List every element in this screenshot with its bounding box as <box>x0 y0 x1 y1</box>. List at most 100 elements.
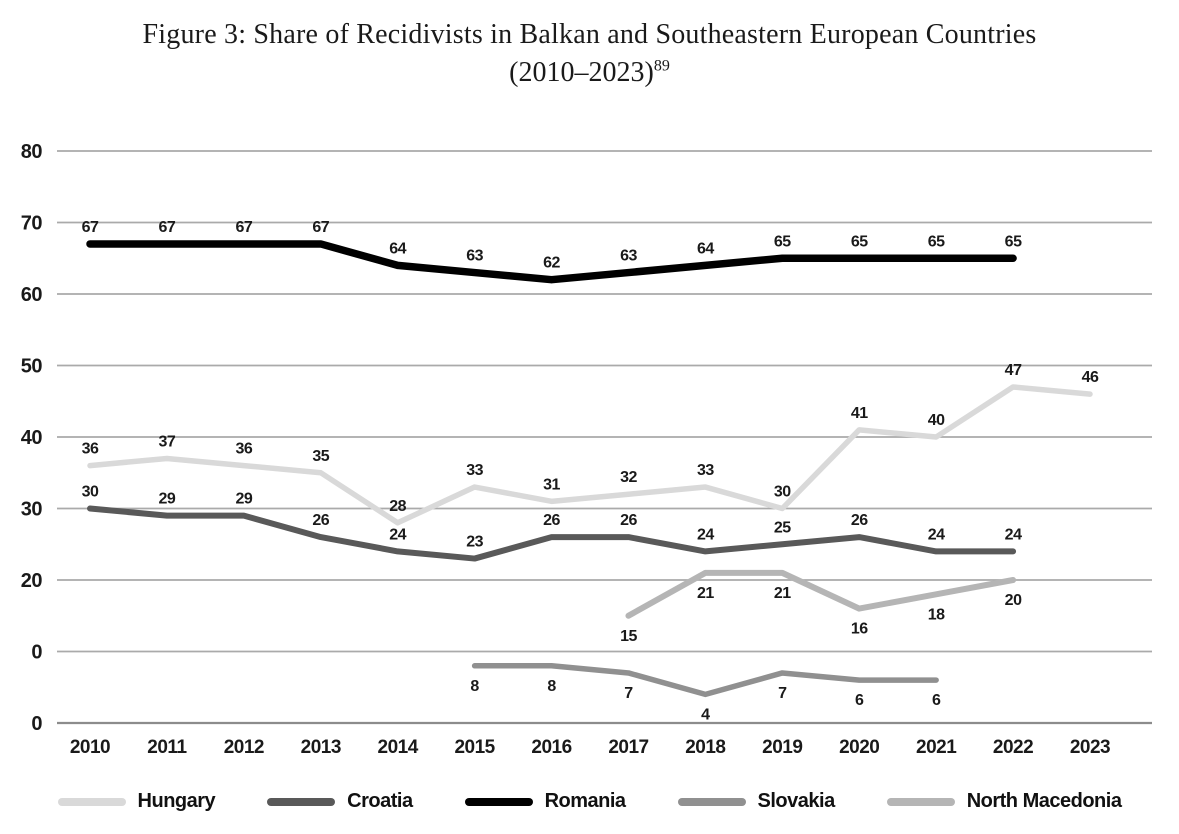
y-tick-label: 40 <box>21 427 43 449</box>
slovakia-legend-label: Slovakia <box>757 790 836 812</box>
y-gridlines <box>57 150 1152 725</box>
footnote-marker: 89 <box>653 57 670 75</box>
data-label-north-macedonia: 15 <box>620 628 637 645</box>
data-label-north-macedonia: 18 <box>928 606 945 623</box>
data-label-romania: 65 <box>928 233 945 250</box>
x-tick-label: 2011 <box>147 737 187 758</box>
chart-title-line1: Figure 3: Share of Recidivists in Balkan… <box>142 19 1037 50</box>
x-tick-label: 2015 <box>454 737 495 758</box>
data-label-hungary: 41 <box>851 405 868 422</box>
data-label-romania: 63 <box>466 248 483 265</box>
data-label-hungary: 30 <box>774 484 791 501</box>
y-tick-label: 0 <box>31 713 42 735</box>
x-tick-label: 2022 <box>993 737 1033 758</box>
data-label-north-macedonia: 21 <box>774 585 791 602</box>
legend-item-north-macedonia: North Macedonia <box>886 790 1122 813</box>
chart-title-line2: (2010–2023)89 <box>0 54 1179 92</box>
data-label-croatia: 23 <box>466 534 483 551</box>
north-macedonia-legend-swatch <box>886 797 955 806</box>
data-label-slovakia: 6 <box>932 692 941 709</box>
y-tick-label: 70 <box>21 213 43 235</box>
data-label-romania: 65 <box>851 233 868 250</box>
hungary-legend-label: Hungary <box>137 790 216 812</box>
data-label-hungary: 46 <box>1082 369 1099 386</box>
y-tick-label: 20 <box>21 570 43 592</box>
data-label-romania: 67 <box>159 219 176 236</box>
series-line-romania <box>86 240 1017 284</box>
data-label-hungary: 47 <box>1005 362 1022 379</box>
y-tick-label: 80 <box>21 141 43 163</box>
data-label-north-macedonia: 16 <box>851 621 868 638</box>
data-label-romania: 63 <box>620 248 637 265</box>
x-tick-label: 2017 <box>608 737 648 758</box>
y-tick-label: 30 <box>21 499 43 521</box>
data-label-romania: 67 <box>82 219 99 236</box>
data-label-hungary: 33 <box>697 462 714 479</box>
hungary-legend-swatch <box>57 797 126 806</box>
data-label-slovakia: 4 <box>701 706 710 723</box>
north-macedonia-legend-label: North Macedonia <box>966 790 1122 812</box>
y-tick-label: 60 <box>21 284 43 306</box>
data-label-croatia: 24 <box>928 526 945 543</box>
data-label-croatia: 29 <box>235 491 252 508</box>
data-label-hungary: 40 <box>928 412 945 429</box>
croatia-legend-swatch <box>267 797 336 806</box>
y-tick-label: 0 <box>31 642 42 664</box>
data-label-hungary: 36 <box>82 441 99 458</box>
x-tick-label: 2021 <box>916 737 957 758</box>
data-label-hungary: 35 <box>312 448 329 465</box>
series-line-hungary <box>87 384 1093 526</box>
legend-item-hungary: Hungary <box>57 790 216 813</box>
data-label-slovakia: 8 <box>547 678 556 695</box>
romania-legend-swatch <box>464 797 533 806</box>
legend-item-romania: Romania <box>464 790 626 813</box>
data-label-romania: 65 <box>774 233 791 250</box>
data-label-romania: 64 <box>697 240 714 257</box>
data-label-north-macedonia: 20 <box>1005 592 1022 609</box>
data-label-croatia: 24 <box>1005 526 1022 543</box>
y-tick-label: 50 <box>21 356 43 378</box>
slovakia-legend-swatch <box>677 797 746 806</box>
x-tick-label: 2010 <box>70 737 110 758</box>
series-line-croatia <box>87 505 1017 562</box>
x-tick-label: 2020 <box>839 737 879 758</box>
data-label-croatia: 26 <box>312 512 329 529</box>
data-label-hungary: 28 <box>389 498 406 515</box>
series-line-slovakia <box>471 663 939 698</box>
data-label-romania: 65 <box>1005 233 1022 250</box>
data-label-hungary: 36 <box>235 441 252 458</box>
data-label-slovakia: 7 <box>624 685 633 702</box>
chart-legend: Hungary Croatia Romania Slovakia North Maced… <box>0 790 1179 813</box>
x-tick-label: 2014 <box>378 737 419 758</box>
data-label-croatia: 26 <box>851 512 868 529</box>
legend-item-slovakia: Slovakia <box>677 790 836 813</box>
data-label-hungary: 37 <box>159 433 176 450</box>
series-line-north-macedonia <box>625 569 1017 619</box>
x-axis-tick-labels: 2010 2011 2012 2013 2014 2015 2016 2017 2018 2019… <box>70 737 1111 758</box>
data-label-croatia: 26 <box>620 512 637 529</box>
data-label-romania: 67 <box>312 219 329 236</box>
data-label-romania: 64 <box>389 240 406 257</box>
data-label-hungary: 32 <box>620 469 637 486</box>
croatia-legend-label: Croatia <box>347 790 413 812</box>
chart-title: Figure 3: Share of Recidivists in Balkan… <box>0 16 1179 92</box>
data-label-croatia: 30 <box>82 484 99 501</box>
data-label-slovakia: 8 <box>470 678 479 695</box>
data-label-romania: 62 <box>543 255 560 272</box>
series-lines <box>86 240 1093 698</box>
data-label-croatia: 25 <box>774 519 791 536</box>
data-label-slovakia: 6 <box>855 692 864 709</box>
data-label-croatia: 29 <box>159 491 176 508</box>
x-tick-label: 2016 <box>531 737 571 758</box>
data-label-hungary: 33 <box>466 462 483 479</box>
romania-legend-label: Romania <box>544 790 626 812</box>
data-label-slovakia: 7 <box>778 685 787 702</box>
legend-item-croatia: Croatia <box>267 790 413 813</box>
data-label-romania: 67 <box>235 219 252 236</box>
data-label-croatia: 24 <box>389 526 406 543</box>
x-tick-label: 2012 <box>224 737 264 758</box>
x-tick-label: 2019 <box>762 737 802 758</box>
